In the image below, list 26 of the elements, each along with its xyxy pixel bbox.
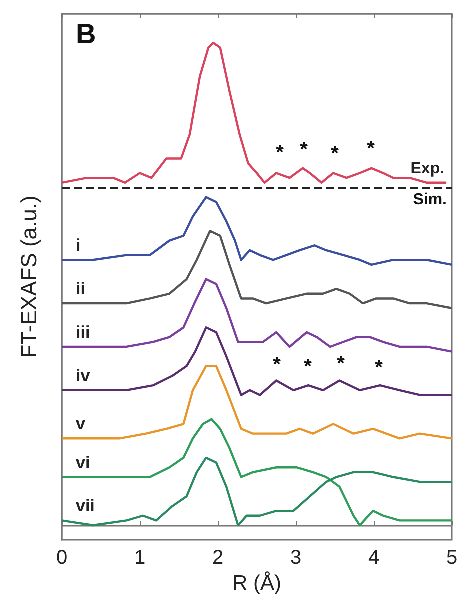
annotation: * bbox=[367, 138, 376, 160]
x-tick-label: 2 bbox=[212, 547, 224, 569]
annotation: B bbox=[76, 18, 96, 50]
annotation: * bbox=[304, 356, 312, 378]
annotation: * bbox=[273, 354, 282, 376]
series-label: vii bbox=[76, 496, 95, 516]
x-axis-title: R (Å) bbox=[232, 570, 282, 595]
annotation: * bbox=[337, 353, 346, 375]
annotation: Sim. bbox=[413, 192, 448, 208]
x-tick-label: 5 bbox=[446, 547, 458, 569]
x-tick-label: 3 bbox=[290, 547, 302, 569]
series-label: ii bbox=[76, 280, 86, 299]
series-label: vi bbox=[76, 453, 90, 472]
series-label: v bbox=[76, 414, 86, 434]
annotation: * bbox=[331, 143, 340, 165]
x-tick-label: 4 bbox=[368, 547, 380, 569]
series-label: i bbox=[76, 236, 81, 256]
x-tick-label: 0 bbox=[56, 547, 68, 569]
series-label: iv bbox=[76, 366, 91, 386]
x-tick-label: 1 bbox=[134, 547, 146, 569]
series-label: iii bbox=[76, 322, 90, 342]
annotation: * bbox=[276, 142, 284, 164]
annotation: * bbox=[300, 139, 308, 161]
series-label: Exp. bbox=[410, 160, 445, 178]
y-axis-title: FT-EXAFS (a.u.) bbox=[16, 196, 42, 358]
annotation: * bbox=[375, 357, 384, 379]
